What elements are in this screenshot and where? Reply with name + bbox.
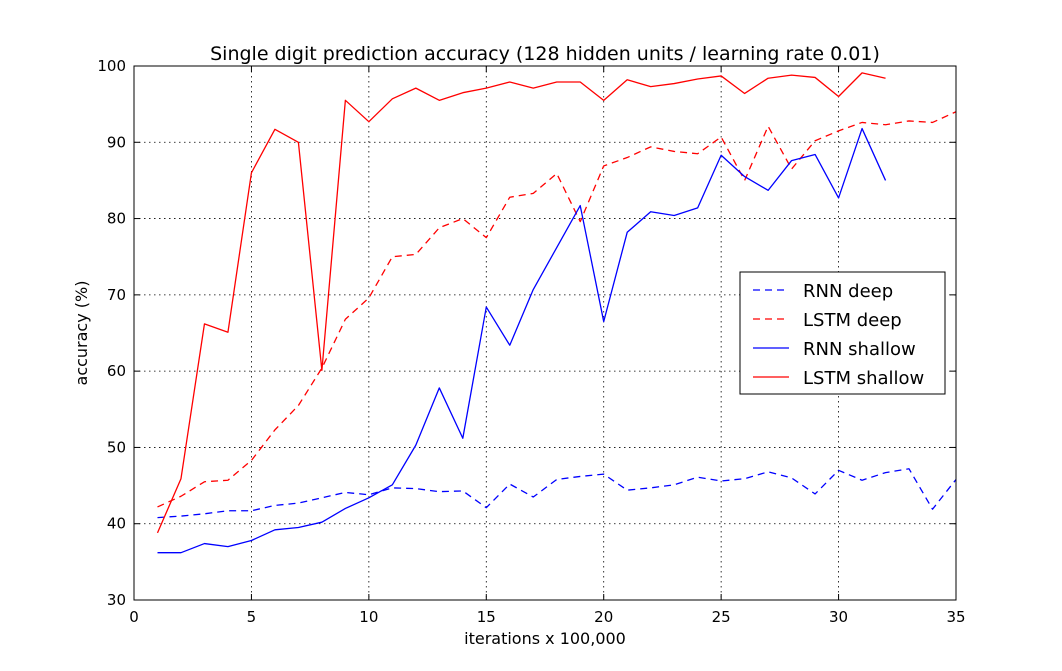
- x-tick-label: 35: [946, 608, 965, 626]
- x-axis-label: iterations x 100,000: [464, 629, 626, 648]
- x-tick-label: 15: [477, 608, 496, 626]
- series-line-rnn-deep: [157, 468, 957, 519]
- series-line-rnn-shallow: [157, 127, 887, 554]
- axes-frame: [133, 65, 957, 601]
- y-tick-label: 50: [107, 438, 126, 456]
- y-tick-label: 100: [97, 57, 126, 75]
- grid: [134, 66, 956, 600]
- legend-box: [739, 271, 946, 395]
- series-line-lstm-shallow: [156, 72, 886, 534]
- series-line-lstm-deep: [157, 111, 957, 508]
- legend-label-rnn-deep: RNN deep: [803, 281, 893, 302]
- x-tick-label: 5: [247, 608, 257, 626]
- y-tick-label: 40: [107, 515, 126, 533]
- x-tick-label: 20: [594, 608, 613, 626]
- y-tick-label: 60: [107, 362, 126, 380]
- x-tick-label: 10: [359, 608, 378, 626]
- legend-label-rnn-shallow: RNN shallow: [803, 339, 916, 360]
- x-tick-label: 0: [129, 608, 139, 626]
- series-lines: [156, 72, 957, 554]
- chart-title: Single digit prediction accuracy (128 hi…: [210, 43, 880, 65]
- x-tick-label: 25: [712, 608, 731, 626]
- y-tick-label: 30: [107, 591, 126, 609]
- legend-label-lstm-deep: LSTM deep: [803, 310, 902, 331]
- y-tick-label: 80: [107, 210, 126, 228]
- y-tick-label: 70: [107, 286, 126, 304]
- ticks: 0 5 10 15 20 25 30 35 30 40 50 60 70 80 90 100: [97, 57, 965, 626]
- y-axis-label: accuracy (%): [72, 281, 91, 386]
- legend-label-lstm-shallow: LSTM shallow: [803, 368, 924, 389]
- legend: RNN deep LSTM deep RNN shallow LSTM shallow: [739, 271, 946, 395]
- x-tick-label: 30: [829, 608, 848, 626]
- y-tick-label: 90: [107, 133, 126, 151]
